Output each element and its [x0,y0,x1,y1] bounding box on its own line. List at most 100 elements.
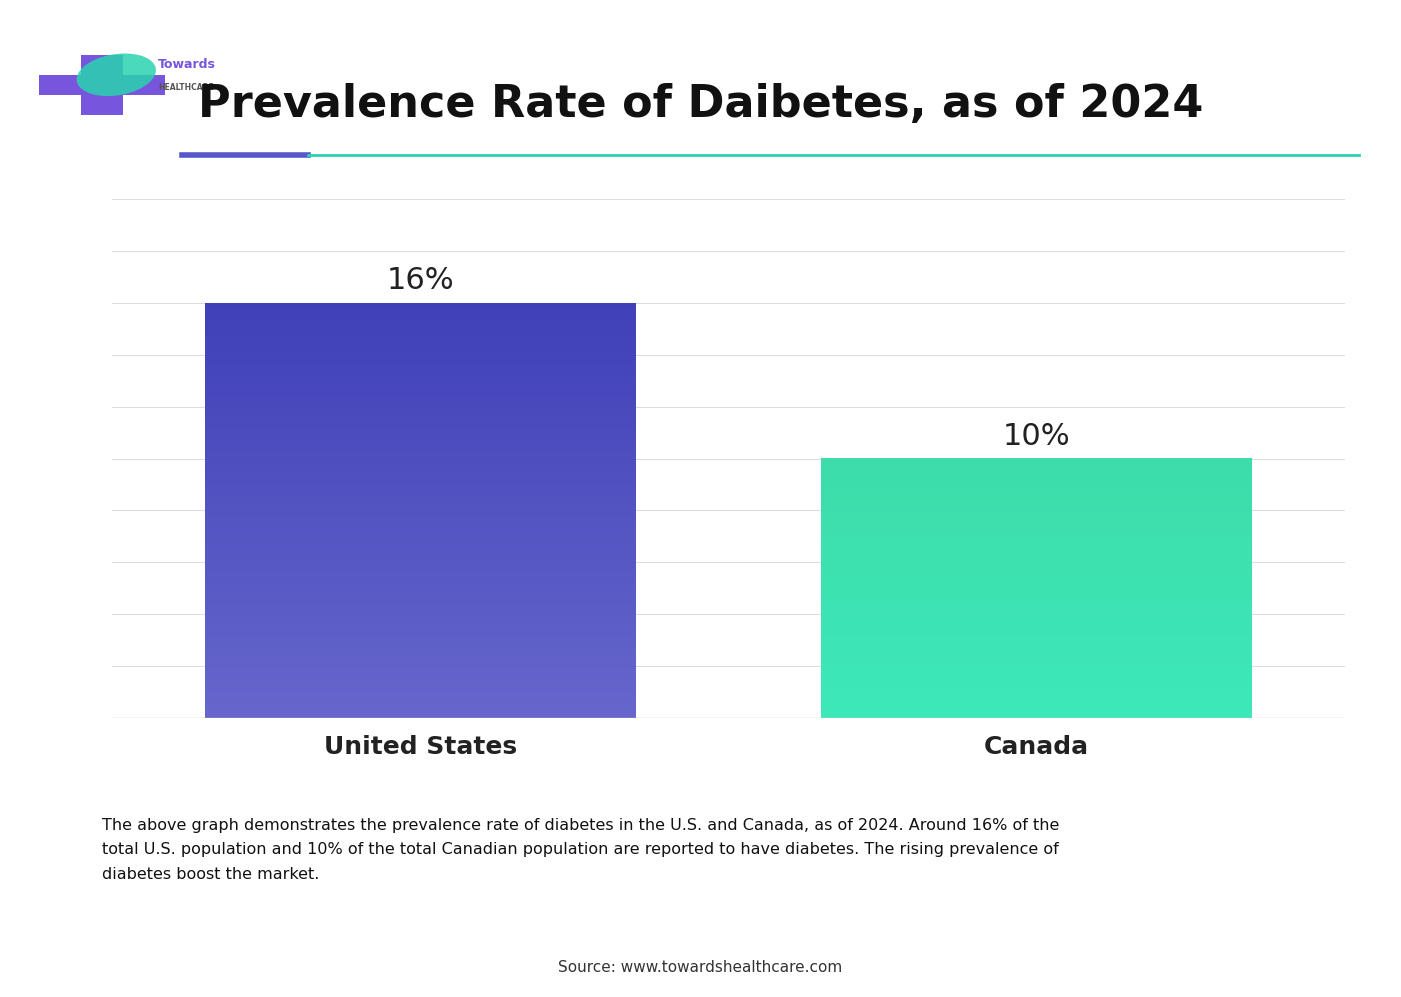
Bar [821,577,1252,578]
Bar [205,612,636,614]
Bar [205,618,636,620]
Bar [821,486,1252,488]
Bar [205,351,636,353]
Bar [821,680,1252,682]
Bar [205,423,636,425]
Bar [821,603,1252,604]
Bar [821,570,1252,571]
Bar [205,529,636,531]
Bar [205,462,636,464]
Bar [821,512,1252,513]
Bar [205,532,636,534]
Bar [821,557,1252,558]
Bar [205,544,636,546]
Bar [205,317,636,318]
Bar [821,502,1252,503]
Bar [821,511,1252,513]
Bar [821,572,1252,573]
Bar [821,686,1252,687]
Bar [205,536,636,538]
Bar [821,460,1252,462]
Bar [205,325,636,327]
Text: Prevalence Rate of Daibetes, as of 2024: Prevalence Rate of Daibetes, as of 2024 [198,83,1203,127]
Bar [205,669,636,671]
Bar [205,453,636,454]
Bar [821,695,1252,696]
Bar [205,524,636,525]
Bar [205,678,636,679]
Bar [821,690,1252,691]
Bar [821,635,1252,636]
Bar [205,598,636,600]
Bar [205,472,636,474]
Bar [821,510,1252,511]
Bar [205,528,636,529]
Bar [205,437,636,439]
Bar [205,585,636,586]
Bar [205,480,636,482]
Bar [205,608,636,610]
Bar [205,660,636,661]
Bar [205,623,636,625]
Bar [205,343,636,345]
Bar [821,589,1252,591]
Bar [205,339,636,340]
Bar [205,535,636,536]
Bar [205,700,636,701]
Bar [821,674,1252,675]
Bar [821,547,1252,548]
Bar [821,541,1252,542]
Bar [821,500,1252,501]
Bar [821,478,1252,479]
Bar [205,648,636,650]
Bar [205,387,636,389]
Bar [821,473,1252,474]
Bar [205,594,636,596]
Bar [205,364,636,365]
Bar [205,391,636,393]
Bar [205,632,636,633]
Bar [821,578,1252,579]
Text: 16%: 16% [387,266,454,295]
Bar [205,469,636,471]
Bar [821,515,1252,516]
Bar [821,549,1252,550]
Bar [205,597,636,599]
Bar [821,668,1252,669]
Bar [821,601,1252,602]
Bar [205,589,636,590]
Bar [821,692,1252,693]
Bar [821,555,1252,556]
Bar [821,602,1252,604]
Bar [205,510,636,511]
Bar [205,708,636,710]
Bar [205,407,636,408]
Bar [205,716,636,718]
Bar [821,581,1252,582]
Bar [205,365,636,367]
Bar [205,615,636,617]
Bar [821,630,1252,631]
Bar [821,563,1252,565]
Bar [821,564,1252,565]
Bar [821,498,1252,499]
Bar [205,476,636,478]
Bar [821,570,1252,572]
Bar [205,330,636,332]
Bar [821,622,1252,623]
Bar [205,457,636,458]
Bar [821,706,1252,708]
Bar [205,335,636,336]
Bar [821,610,1252,611]
Bar [821,486,1252,487]
Bar [821,629,1252,630]
Bar [821,507,1252,508]
Bar [205,574,636,575]
Bar [205,389,636,390]
Bar [205,411,636,413]
Bar [821,633,1252,634]
Bar [205,664,636,665]
Bar [205,408,636,410]
Bar [821,462,1252,463]
Bar [821,480,1252,482]
